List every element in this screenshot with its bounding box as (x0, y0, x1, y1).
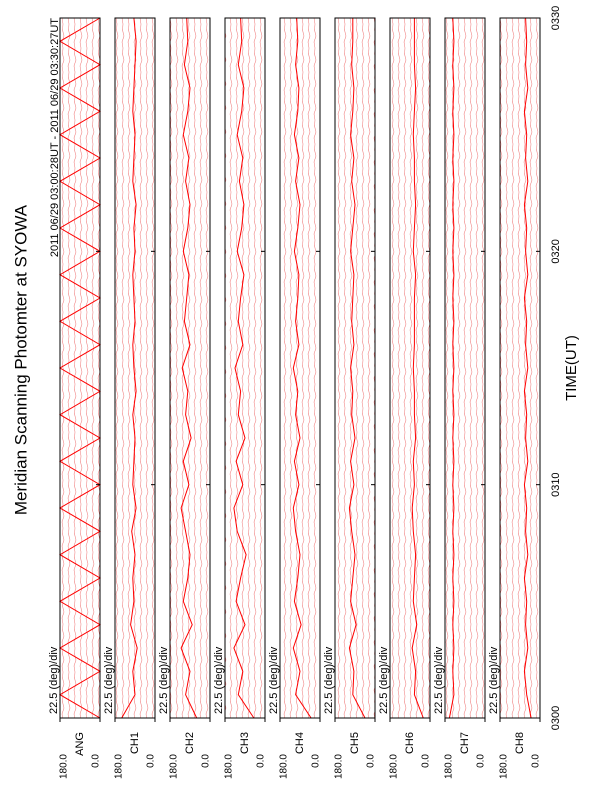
panel-label: CH8 (514, 732, 526, 754)
y-tick-label: 0.0 (91, 754, 102, 768)
panel-label: CH3 (239, 732, 251, 754)
panel-texture (280, 18, 320, 718)
panel-frame (389, 17, 431, 719)
scale-label: 22.5 (deg)/div (103, 646, 115, 714)
y-tick-label: 180.0 (389, 754, 400, 779)
trace (233, 17, 255, 719)
plot-area: Meridian Scanning Photomter at SYOWA 201… (11, 6, 579, 779)
trace (411, 18, 424, 719)
y-tick-label: 180.0 (334, 754, 345, 779)
panel-frame (334, 17, 376, 719)
panel-label: CH6 (404, 732, 416, 754)
trace (292, 17, 312, 719)
chart-title: Meridian Scanning Photomter at SYOWA (11, 204, 30, 515)
panel-label: ANG (74, 732, 86, 756)
trace (121, 17, 138, 719)
subtitle: 2011 06/29 03:00:28UT - 2011 06/29 03:30… (49, 18, 61, 257)
panel-frame (169, 17, 211, 719)
y-tick-label: 180.0 (114, 754, 125, 779)
y-tick-label: 180.0 (59, 754, 70, 779)
y-tick-label: 180.0 (444, 754, 455, 779)
panel-frame (499, 17, 541, 719)
panel-texture (390, 18, 430, 718)
y-tick-label: 180.0 (499, 754, 510, 779)
scale-label: 22.5 (deg)/div (433, 646, 445, 714)
panel-label: CH4 (294, 732, 306, 754)
panel-label: CH1 (129, 732, 141, 754)
y-tick-label: 0.0 (146, 754, 157, 768)
y-tick-label: 0.0 (531, 754, 542, 768)
panel-frame (224, 17, 266, 719)
y-tick-label: 180.0 (279, 754, 290, 779)
y-tick-label: 0.0 (311, 754, 322, 768)
panel-texture (115, 18, 155, 718)
x-tick-label: 0310 (550, 472, 562, 496)
panel-label: CH7 (459, 732, 471, 754)
scale-label: 22.5 (deg)/div (48, 646, 60, 714)
y-tick-label: 0.0 (421, 754, 432, 768)
scale-label: 22.5 (deg)/div (488, 646, 500, 714)
x-tick-label: 0330 (550, 6, 562, 30)
scale-label: 22.5 (deg)/div (323, 646, 335, 714)
y-tick-label: 180.0 (169, 754, 180, 779)
panel-frame (59, 17, 101, 719)
panel-texture (335, 18, 375, 718)
x-tick-label: 0320 (550, 239, 562, 263)
panel-frame (114, 17, 156, 719)
scale-label: 22.5 (deg)/div (158, 646, 170, 714)
trace (180, 17, 198, 719)
panel-texture (500, 18, 540, 718)
scale-label: 22.5 (deg)/div (378, 646, 390, 714)
panel-texture (225, 18, 265, 718)
panel-frame (279, 17, 321, 719)
panel-label: CH2 (184, 732, 196, 754)
y-tick-label: 0.0 (201, 754, 212, 768)
scale-label: 22.5 (deg)/div (268, 646, 280, 714)
x-axis-title: TIME(UT) (563, 335, 580, 401)
panel-frame (444, 17, 486, 719)
x-tick-label: 0300 (550, 706, 562, 730)
y-tick-label: 0.0 (366, 754, 377, 768)
panel-texture (60, 18, 100, 718)
trace (448, 17, 455, 719)
scale-label: 22.5 (deg)/div (213, 646, 225, 714)
trace (523, 17, 532, 719)
trace (348, 18, 366, 719)
panel-texture (445, 18, 485, 718)
panel-label: CH5 (349, 732, 361, 754)
panel-texture (170, 18, 210, 718)
y-tick-label: 0.0 (476, 754, 487, 768)
y-tick-label: 180.0 (224, 754, 235, 779)
y-tick-label: 0.0 (256, 754, 267, 768)
